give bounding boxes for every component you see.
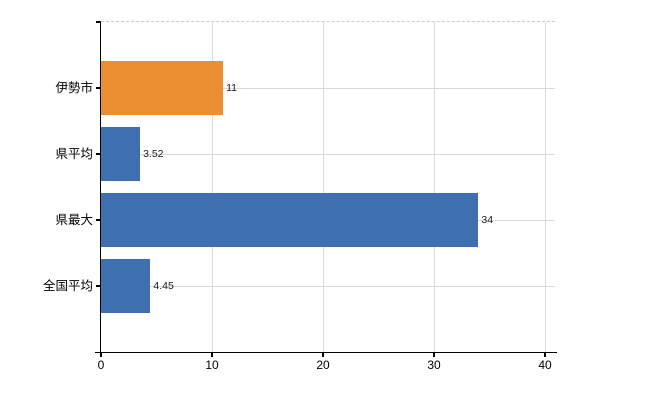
x-tick-label: 0 bbox=[97, 358, 105, 372]
category-label: 全国平均 bbox=[42, 279, 93, 293]
bar-value-label: 34 bbox=[481, 214, 494, 226]
y-axis-tick bbox=[96, 21, 101, 23]
y-axis-tick bbox=[96, 87, 101, 89]
x-tick-label: 20 bbox=[316, 358, 330, 372]
h-gridline bbox=[101, 87, 555, 89]
x-axis-tick bbox=[433, 352, 435, 357]
plot-area: 11 3.52 34 4.45 bbox=[101, 22, 555, 352]
category-label: 伊勢市 bbox=[55, 81, 93, 95]
v-gridline bbox=[433, 22, 435, 352]
h-gridline bbox=[101, 153, 555, 155]
y-axis-line bbox=[99, 22, 101, 352]
category-label: 県平均 bbox=[55, 147, 93, 161]
v-gridline bbox=[544, 22, 546, 352]
y-axis-tick bbox=[96, 153, 101, 155]
plot-top-border bbox=[101, 21, 555, 22]
v-gridline bbox=[322, 22, 324, 352]
x-axis-tick bbox=[322, 352, 324, 357]
x-axis-tick bbox=[100, 352, 102, 357]
bar bbox=[101, 193, 479, 247]
y-axis-tick bbox=[96, 285, 101, 287]
bar-value-label: 11 bbox=[226, 82, 237, 94]
x-axis-line bbox=[95, 351, 557, 353]
x-tick-label: 40 bbox=[538, 358, 552, 372]
bar bbox=[101, 61, 224, 115]
x-axis-tick bbox=[544, 352, 546, 357]
x-tick-label: 10 bbox=[205, 358, 219, 372]
x-tick-label: 30 bbox=[427, 358, 441, 372]
category-label: 県最大 bbox=[55, 213, 93, 227]
bar-value-label: 4.45 bbox=[153, 280, 174, 292]
v-gridline bbox=[211, 22, 213, 352]
h-gridline bbox=[101, 285, 555, 287]
y-axis-tick bbox=[96, 219, 101, 221]
bar-value-label: 3.52 bbox=[143, 148, 164, 160]
x-axis-tick bbox=[211, 352, 213, 357]
bar bbox=[101, 259, 151, 313]
bar bbox=[101, 127, 141, 181]
